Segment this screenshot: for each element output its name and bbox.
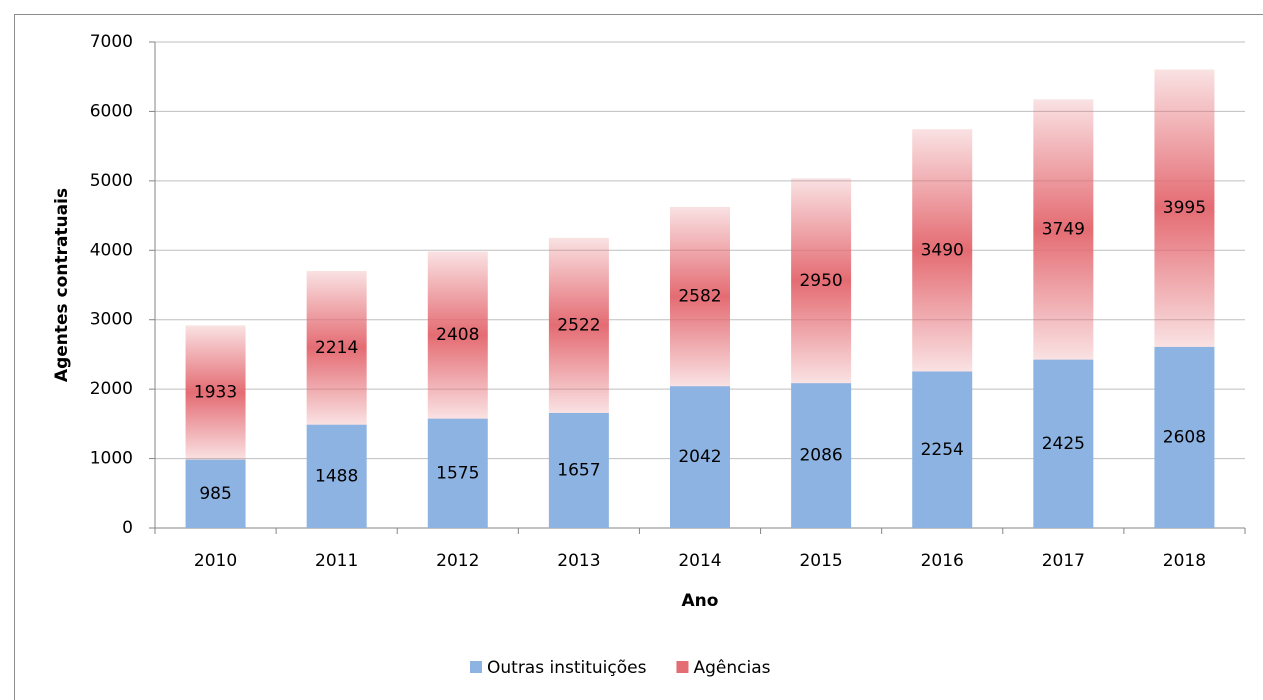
bar-segment (791, 178, 852, 384)
data-label: 2214 (315, 338, 358, 358)
bar-segment (912, 129, 973, 372)
data-label: 2582 (678, 287, 721, 307)
y-tick-label: 1000 (90, 449, 133, 469)
x-axis-title: Ano (682, 591, 719, 611)
y-tick-label: 3000 (90, 310, 133, 330)
y-axis-title: Agentes contratuais (52, 188, 72, 382)
bar-segment (185, 459, 246, 528)
data-label: 2425 (1042, 434, 1085, 454)
bar-segment (306, 270, 367, 425)
legend-marker (676, 661, 689, 673)
bar-segment (1154, 69, 1215, 347)
x-tick-label: 2014 (678, 551, 721, 571)
x-tick-label: 2015 (799, 551, 842, 571)
x-tick-label: 2013 (557, 551, 600, 571)
data-label: 1575 (436, 463, 479, 483)
data-label: 985 (199, 484, 231, 504)
y-tick-label: 6000 (90, 101, 133, 121)
y-tick-label: 0 (122, 518, 133, 538)
x-tick-label: 2017 (1042, 551, 1085, 571)
data-label: 2408 (436, 325, 479, 345)
legend-label: Outras instituições (487, 658, 647, 678)
bar-segment (548, 412, 609, 528)
data-label: 1933 (194, 383, 237, 403)
y-tick-label: 2000 (90, 379, 133, 399)
bar-segment (548, 237, 609, 413)
data-label: 2608 (1163, 427, 1206, 447)
y-tick-label: 4000 (90, 240, 133, 260)
x-tick-label: 2011 (315, 551, 358, 571)
data-label: 3490 (921, 240, 964, 260)
legend-label: Agências (693, 658, 770, 678)
data-label: 2950 (799, 271, 842, 291)
x-tick-label: 2018 (1163, 551, 1206, 571)
data-label: 3749 (1042, 219, 1085, 239)
bar-segment (427, 251, 488, 419)
x-tick-label: 2010 (194, 551, 237, 571)
data-label: 2086 (799, 446, 842, 466)
bar-segment (185, 325, 246, 460)
bar-segment (1033, 359, 1094, 528)
data-label: 2254 (921, 440, 964, 460)
bar-segment (1154, 346, 1215, 528)
data-label: 2522 (557, 315, 600, 335)
x-tick-label: 2012 (436, 551, 479, 571)
legend-marker (470, 661, 482, 673)
bar-segment (306, 424, 367, 528)
data-label: 1657 (557, 460, 600, 480)
y-tick-label: 7000 (90, 32, 133, 52)
bar-segment (912, 371, 973, 528)
bar-segment (427, 418, 488, 528)
y-tick-label: 5000 (90, 171, 133, 191)
data-label: 3995 (1163, 198, 1206, 218)
x-tick-label: 2016 (921, 551, 964, 571)
bar-segment (1033, 99, 1094, 360)
data-label: 1488 (315, 466, 358, 486)
bar-segment (670, 386, 730, 528)
bar-segment (670, 206, 730, 387)
data-label: 2042 (678, 447, 721, 467)
bar-segment (791, 383, 852, 528)
